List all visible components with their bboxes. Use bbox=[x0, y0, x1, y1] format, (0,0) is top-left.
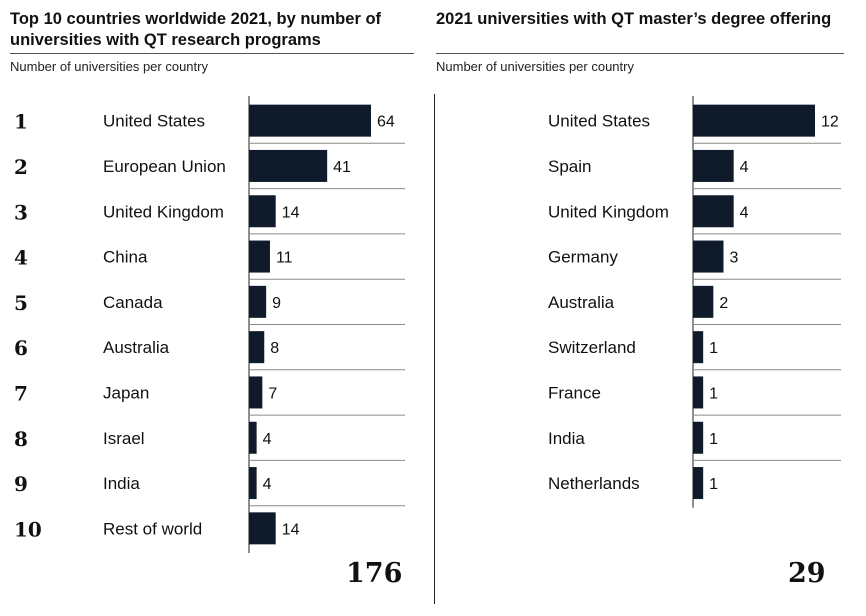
value-label: 8 bbox=[270, 340, 279, 357]
value-label: 7 bbox=[268, 385, 277, 402]
category-label: Australia bbox=[103, 338, 170, 357]
bar-india bbox=[249, 467, 257, 500]
rank-label: 10 bbox=[14, 517, 42, 541]
category-label: European Union bbox=[103, 157, 226, 176]
left-chart-panel: Top 10 countries worldwide 2021, by numb… bbox=[0, 0, 420, 616]
bar-united-kingdom bbox=[249, 195, 276, 228]
category-label: Australia bbox=[548, 293, 615, 312]
value-label: 1 bbox=[709, 431, 718, 448]
left-chart-subtitle: Number of universities per country bbox=[10, 59, 208, 74]
category-label: United Kingdom bbox=[103, 202, 224, 221]
right-title-rule bbox=[436, 53, 844, 54]
rank-label: 2 bbox=[14, 155, 28, 179]
rank-label: 9 bbox=[14, 472, 28, 496]
panel-divider bbox=[434, 94, 435, 604]
rank-label: 1 bbox=[14, 110, 28, 134]
left-total: 176 bbox=[346, 558, 403, 589]
value-label: 1 bbox=[709, 476, 718, 493]
right-total: 29 bbox=[788, 558, 826, 589]
bar-united-kingdom bbox=[693, 195, 734, 228]
category-label: Netherlands bbox=[548, 474, 640, 493]
bar-india bbox=[693, 421, 704, 454]
value-label: 11 bbox=[276, 250, 293, 267]
rank-label: 5 bbox=[14, 291, 28, 315]
category-label: United Kingdom bbox=[548, 202, 669, 221]
bar-australia bbox=[249, 331, 265, 364]
value-label: 1 bbox=[709, 385, 718, 402]
right-chart-panel: 2021 universities with QT master’s degre… bbox=[436, 0, 866, 616]
bar-switzerland bbox=[693, 331, 704, 364]
value-label: 2 bbox=[719, 295, 728, 312]
bar-european-union bbox=[249, 149, 328, 182]
bar-japan bbox=[249, 376, 263, 409]
category-label: France bbox=[548, 383, 601, 402]
value-label: 4 bbox=[263, 431, 272, 448]
bar-netherlands bbox=[693, 467, 704, 500]
value-label: 64 bbox=[377, 114, 395, 131]
value-label: 4 bbox=[740, 204, 749, 221]
category-label: India bbox=[103, 474, 140, 493]
value-label: 1 bbox=[709, 340, 718, 357]
value-label: 3 bbox=[730, 250, 739, 267]
bar-israel bbox=[249, 421, 257, 454]
left-bar-chart: 1 United States 642 European Union 413 United… bbox=[14, 96, 405, 553]
value-label: 41 bbox=[333, 159, 351, 176]
category-label: Rest of world bbox=[103, 519, 202, 538]
bar-australia bbox=[693, 285, 714, 318]
rank-label: 8 bbox=[14, 427, 28, 451]
bar-germany bbox=[693, 240, 724, 273]
bar-france bbox=[693, 376, 704, 409]
rank-label: 6 bbox=[14, 336, 28, 360]
bar-united-states bbox=[693, 104, 815, 137]
value-label: 14 bbox=[282, 521, 300, 538]
bar-canada bbox=[249, 285, 267, 318]
value-label: 4 bbox=[740, 159, 749, 176]
category-label: China bbox=[103, 248, 148, 267]
rank-label: 4 bbox=[14, 246, 28, 270]
category-label: Switzerland bbox=[548, 338, 636, 357]
value-label: 4 bbox=[263, 476, 272, 493]
category-label: United States bbox=[548, 112, 650, 131]
bar-spain bbox=[693, 149, 734, 182]
left-chart-title: Top 10 countries worldwide 2021, by numb… bbox=[10, 10, 382, 49]
right-chart-title: 2021 universities with QT master’s degre… bbox=[436, 10, 832, 28]
category-label: Spain bbox=[548, 157, 591, 176]
bar-united-states bbox=[249, 104, 371, 137]
rank-label: 7 bbox=[14, 381, 28, 405]
value-label: 12 bbox=[821, 114, 839, 131]
category-label: United States bbox=[103, 112, 205, 131]
bar-rest-of-world bbox=[249, 512, 276, 545]
value-label: 14 bbox=[282, 204, 300, 221]
right-chart-subtitle: Number of universities per country bbox=[436, 59, 634, 74]
category-label: Germany bbox=[548, 248, 618, 267]
rank-label: 3 bbox=[14, 200, 28, 224]
category-label: India bbox=[548, 429, 585, 448]
left-title-rule bbox=[10, 53, 414, 54]
category-label: Japan bbox=[103, 383, 149, 402]
category-label: Israel bbox=[103, 429, 145, 448]
value-label: 9 bbox=[272, 295, 281, 312]
category-label: Canada bbox=[103, 293, 163, 312]
bar-china bbox=[249, 240, 270, 273]
